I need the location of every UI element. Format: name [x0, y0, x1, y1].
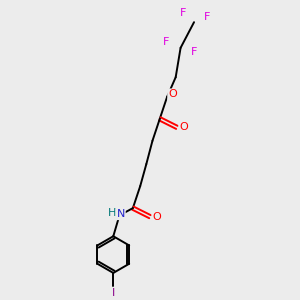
Text: F: F [191, 46, 197, 56]
Text: F: F [204, 12, 211, 22]
Text: O: O [152, 212, 161, 222]
Text: F: F [163, 37, 169, 47]
Text: H: H [107, 208, 116, 218]
Text: I: I [112, 288, 115, 298]
Text: N: N [116, 209, 125, 219]
Text: O: O [168, 89, 177, 99]
Text: O: O [179, 122, 188, 132]
Text: F: F [180, 8, 186, 18]
